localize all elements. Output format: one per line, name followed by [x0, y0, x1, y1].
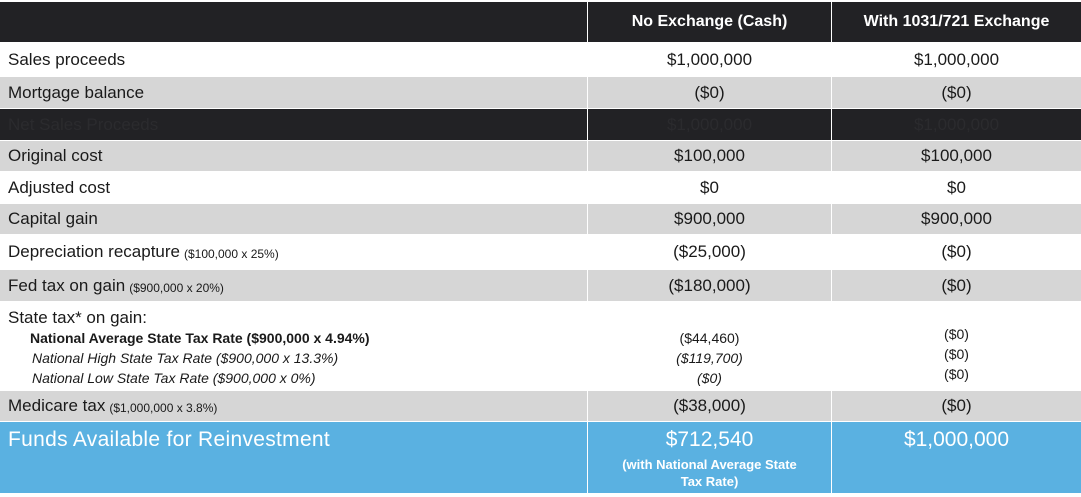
with-exchange-value: ($0): [832, 391, 1081, 421]
with-exchange-value: ($0): [832, 77, 1081, 108]
state-tax-high-label: National High State Tax Rate ($900,000 x…: [32, 350, 339, 366]
header-no-exchange: No Exchange (Cash): [588, 2, 831, 42]
table-row-original-cost: Original cost $100,000 $100,000: [0, 141, 1081, 171]
state-tax-average-label: National Average State Tax Rate ($900,00…: [30, 330, 370, 346]
row-label: Capital gain: [0, 204, 587, 234]
no-exchange-state-average: ($44,460): [679, 330, 740, 346]
no-exchange-value: $0: [588, 172, 831, 203]
row-label: Original cost: [0, 141, 587, 171]
no-exchange-value: $100,000: [588, 141, 831, 171]
table-row-fed-tax: Fed tax on gain ($900,000 x 20%) ($180,0…: [0, 270, 1081, 301]
row-label-cell: Fed tax on gain ($900,000 x 20%): [0, 270, 587, 301]
with-exchange-value: ($0): [832, 270, 1081, 301]
no-exchange-value: $1,000,000: [588, 109, 831, 140]
row-label-cell: Medicare tax ($1,000,000 x 3.8%): [0, 391, 587, 421]
no-exchange-state-values: ($44,460) ($119,700) ($0): [588, 302, 831, 390]
row-label: Sales proceeds: [0, 44, 587, 76]
row-note: ($900,000 x 20%): [129, 280, 224, 295]
row-note: ($100,000 x 25%): [183, 247, 279, 261]
table-row-depreciation-recapture: Depreciation recapture ($100,000 x 25%) …: [0, 235, 1081, 269]
row-label: Funds Available for Reinvestment: [0, 422, 587, 493]
table-row-net-sales-proceeds: Net Sales Proceeds $1,000,000 $1,000,000: [0, 109, 1081, 140]
table-row-mortgage-balance: Mortgage balance ($0) ($0): [0, 77, 1081, 108]
row-label: Adjusted cost: [0, 172, 587, 203]
row-label: State tax* on gain:: [8, 308, 147, 327]
row-label: Depreciation recapture: [8, 242, 180, 261]
with-exchange-value: $1,000,000: [832, 109, 1081, 140]
state-tax-low-label: National Low State Tax Rate ($900,000 x …: [32, 370, 316, 386]
row-note: ($1,000,000 x 3.8%): [109, 401, 218, 415]
no-exchange-value: ($180,000): [588, 270, 831, 301]
no-exchange-value: ($0): [588, 77, 831, 108]
header-with-exchange: With 1031/721 Exchange: [832, 2, 1081, 42]
with-exchange-value: $0: [832, 172, 1081, 203]
with-exchange-funds-value: $1,000,000: [903, 428, 1010, 451]
no-exchange-value: $1,000,000: [588, 44, 831, 76]
row-label: Medicare tax: [8, 396, 106, 415]
table-row-medicare-tax: Medicare tax ($1,000,000 x 3.8%) ($38,00…: [0, 391, 1081, 421]
with-exchange-state-average: ($0): [944, 326, 969, 342]
header-blank-cell: [0, 2, 587, 42]
with-exchange-funds-cell: $1,000,000: [832, 422, 1081, 493]
row-label: Mortgage balance: [0, 77, 587, 108]
table-row-funds-available: Funds Available for Reinvestment $712,54…: [0, 422, 1081, 493]
with-exchange-value: $900,000: [832, 204, 1081, 234]
table-row-sales-proceeds: Sales proceeds $1,000,000 $1,000,000: [0, 44, 1081, 76]
table-row-adjusted-cost: Adjusted cost $0 $0: [0, 172, 1081, 203]
with-exchange-value: ($0): [832, 235, 1081, 269]
with-exchange-value: $1,000,000: [832, 44, 1081, 76]
no-exchange-value: ($25,000): [588, 235, 831, 269]
table-row-state-tax: State tax* on gain: National Average Sta…: [0, 302, 1081, 390]
with-exchange-state-values: ($0) ($0) ($0): [832, 302, 1081, 390]
row-label: Fed tax on gain: [8, 275, 126, 295]
table-row-capital-gain: Capital gain $900,000 $900,000: [0, 204, 1081, 234]
row-label: Net Sales Proceeds: [0, 109, 587, 140]
no-exchange-funds-cell: $712,540 (with National Average State Ta…: [588, 422, 831, 493]
with-exchange-state-high: ($0): [944, 346, 969, 362]
with-exchange-state-low: ($0): [944, 366, 969, 382]
row-label-cell: Depreciation recapture ($100,000 x 25%): [0, 235, 587, 269]
no-exchange-state-low: ($0): [697, 370, 722, 386]
with-exchange-value: $100,000: [832, 141, 1081, 171]
no-exchange-state-high: ($119,700): [676, 350, 743, 366]
no-exchange-value: ($38,000): [588, 391, 831, 421]
no-exchange-funds-note: (with National Average State Tax Rate): [622, 457, 797, 489]
table-header-row: No Exchange (Cash) With 1031/721 Exchang…: [0, 2, 1081, 42]
no-exchange-funds-value: $712,540: [665, 428, 754, 451]
no-exchange-value: $900,000: [588, 204, 831, 234]
state-tax-label-cell: State tax* on gain: National Average Sta…: [0, 302, 587, 390]
